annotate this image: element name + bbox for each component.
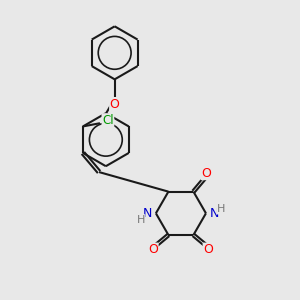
Text: N: N [143,207,152,220]
Text: H: H [136,215,145,225]
Text: O: O [203,243,213,256]
Text: N: N [209,207,219,220]
Text: H: H [217,204,225,214]
Text: O: O [201,167,211,180]
Text: O: O [110,98,120,111]
Text: Cl: Cl [102,114,114,127]
Text: O: O [148,243,158,256]
